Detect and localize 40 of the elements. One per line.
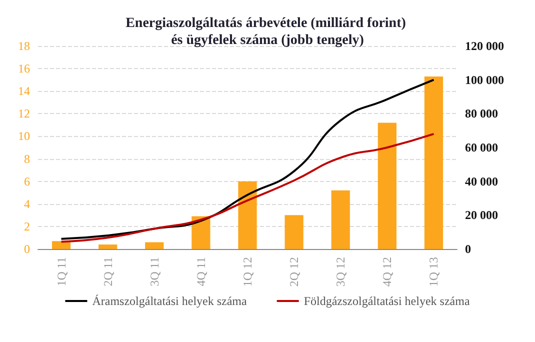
y-tick-label: 14 [18,84,30,98]
bar [284,215,304,249]
x-tick-label: 1Q 11 [54,257,68,286]
x-tick-label: 2Q 11 [100,257,115,286]
x-tick-label: 4Q 11 [194,257,208,286]
line-series [60,78,435,240]
bar [378,122,396,249]
chart-title: Energiaszolgáltatás árbevétele (milliárd forint) és ügyfelek száma (jobb tengely) [126,16,410,48]
y2-tick-label: 80 000 [465,106,498,121]
y-tick-label: 18 [18,39,30,53]
bar [98,244,118,249]
x-tick-label: 3Q 12 [334,257,348,287]
y2-tick-label: 100 000 [465,72,504,87]
y2-tick-label: 120 000 [465,39,504,53]
y2-tick-label: 60 000 [465,140,498,154]
legend-label: Földgázszolgáltatási helyek száma [304,294,470,308]
y-tick-label: 8 [24,152,30,166]
y-tick-label: 4 [24,196,30,211]
y2-tick-label: 0 [465,242,471,256]
y-tick-label: 10 [18,129,30,144]
x-tick-label: 1Q 12 [240,257,254,287]
y-tick-label: 2 [24,219,30,234]
y2-tick-label: 20 000 [465,208,498,222]
y-tick-label: 6 [24,174,30,188]
x-tick-label: 4Q 12 [380,257,394,287]
bar [52,241,71,249]
y-tick-label: 0 [24,242,30,256]
bar [238,181,257,249]
bar [145,242,164,249]
x-tick-label: 1Q 13 [426,257,441,287]
x-tick-label: 2Q 12 [287,257,302,287]
bar [192,216,210,249]
y2-tick-label: 40 000 [465,174,498,188]
legend-label: Áramszolgáltatási helyek száma [92,294,248,308]
x-tick-label: 3Q 11 [147,257,162,286]
y-tick-label: 16 [18,62,30,76]
bar [424,76,444,249]
line-series [60,132,435,243]
bar [331,190,350,249]
y-tick-label: 12 [18,106,30,121]
